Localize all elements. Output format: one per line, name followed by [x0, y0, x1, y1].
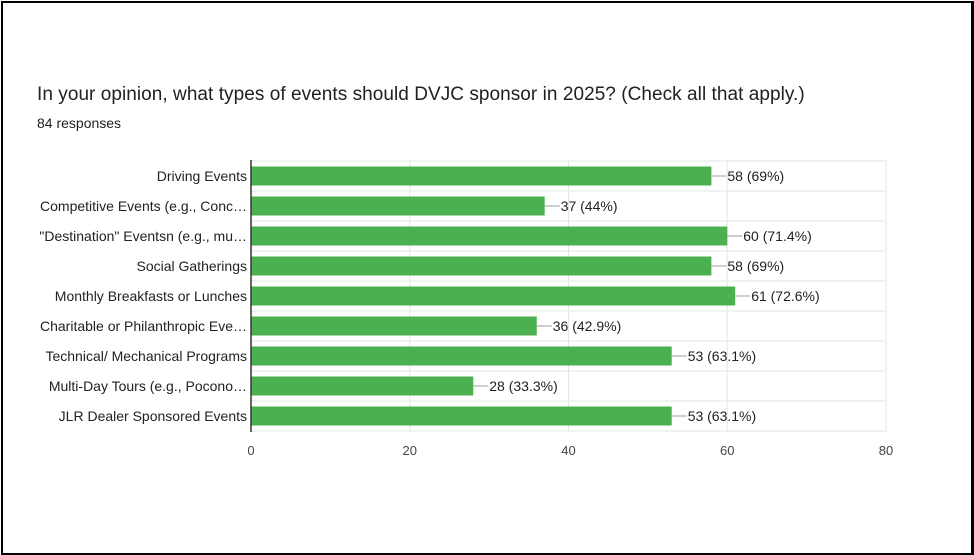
- bar: [251, 406, 672, 426]
- category-label: JLR Dealer Sponsored Events: [59, 408, 247, 424]
- x-tick-label: 0: [247, 443, 254, 458]
- category-label: Charitable or Philanthropic Eve…: [40, 318, 247, 334]
- x-tick-label: 40: [561, 443, 575, 458]
- chart-title: In your opinion, what types of events sh…: [37, 84, 805, 105]
- bar: [251, 316, 537, 336]
- data-label: 60 (71.4%): [743, 228, 811, 244]
- data-label: 61 (72.6%): [751, 288, 819, 304]
- bar: [251, 256, 712, 276]
- category-label: Social Gatherings: [136, 258, 247, 274]
- bar: [251, 166, 712, 186]
- data-label: 58 (69%): [727, 258, 784, 274]
- data-label: 58 (69%): [727, 168, 784, 184]
- category-label: Technical/ Mechanical Programs: [45, 348, 247, 364]
- x-tick-label: 20: [403, 443, 417, 458]
- bar: [251, 286, 736, 306]
- bar: [251, 346, 672, 366]
- bar: [251, 196, 545, 216]
- category-label: Monthly Breakfasts or Lunches: [55, 288, 247, 304]
- data-label: 37 (44%): [561, 198, 618, 214]
- data-label: 53 (63.1%): [688, 348, 756, 364]
- data-label: 53 (63.1%): [688, 408, 756, 424]
- bar: [251, 376, 474, 396]
- response-count: 84 responses: [37, 115, 122, 131]
- category-label: Driving Events: [157, 168, 247, 184]
- data-label: 28 (33.3%): [489, 378, 557, 394]
- category-label: Multi-Day Tours (e.g., Pocono…: [49, 378, 247, 394]
- x-tick-label: 60: [720, 443, 734, 458]
- category-label: "Destination" Eventsn (e.g., mu…: [39, 228, 247, 244]
- bar: [251, 226, 728, 246]
- category-label: Competitive Events (e.g., Conc…: [40, 198, 247, 214]
- x-tick-label: 80: [879, 443, 893, 458]
- data-label: 36 (42.9%): [553, 318, 621, 334]
